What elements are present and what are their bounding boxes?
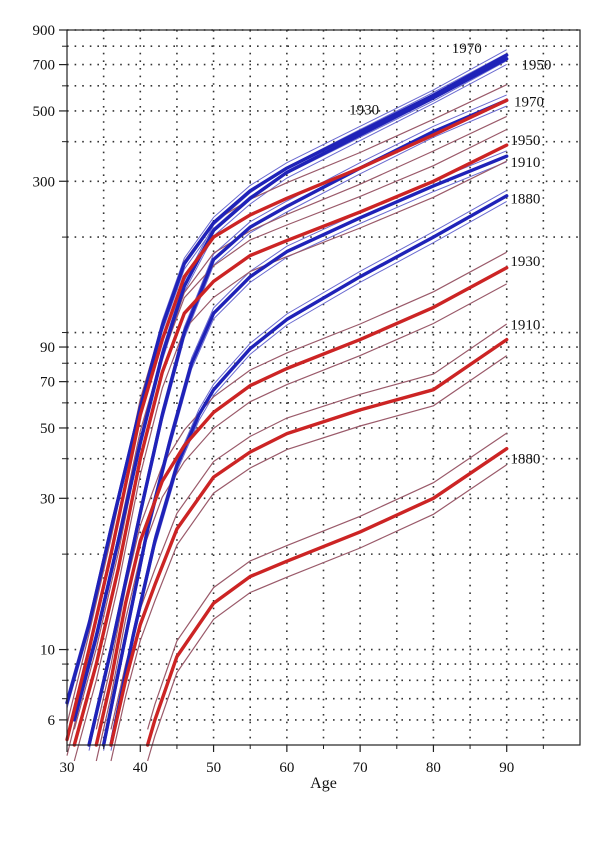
x-tick-label: 70 <box>353 760 368 776</box>
blue-line-1910-upper-band <box>103 150 507 740</box>
red-line-1950-lower-band <box>73 160 507 762</box>
blue-line-1910 <box>101 154 509 747</box>
blue-line-1950 <box>72 57 509 722</box>
y-tick-label: 70 <box>40 375 55 391</box>
red-line-1880-upper-band <box>147 432 508 730</box>
red-line-1950-upper-band <box>73 128 507 730</box>
series-label-1930: 1930 <box>510 254 540 270</box>
ticks: 30 40 50 60 70 80 90 6 10 30 50 70 90 300 500 700 900 <box>33 23 544 776</box>
series-label-1880: 1880 <box>510 452 540 468</box>
y-tick-label: 700 <box>33 58 56 74</box>
y-tick-label: 500 <box>33 104 56 120</box>
red-line-1970 <box>65 98 509 742</box>
y-tick-label: 50 <box>40 421 55 437</box>
blue-line-1930 <box>87 98 509 747</box>
blue-line-1910-lower-band <box>103 161 507 751</box>
series-labels: 1970 1950 1930 1970 1950 1910 1880 1930 1910 1880 <box>349 41 551 468</box>
y-tick-label: 90 <box>40 340 55 356</box>
y-tick-label: 6 <box>48 713 56 729</box>
y-tick-label: 900 <box>33 23 56 39</box>
blue-line-1970 <box>65 53 509 705</box>
x-tick-label: 80 <box>426 760 441 776</box>
series-label-1970: 1970 <box>452 41 482 57</box>
red-line-1910-lower-band <box>110 355 508 762</box>
y-tick-label: 30 <box>40 491 55 507</box>
red-line-1910 <box>109 337 509 747</box>
series-label-1930: 1930 <box>349 103 379 119</box>
red-line-1930-lower-band <box>95 283 507 762</box>
x-tick-label: 30 <box>60 760 75 776</box>
series-label-1910: 1910 <box>510 155 540 171</box>
y-tick-label: 300 <box>33 174 56 190</box>
red-line-1880 <box>145 447 509 747</box>
series-label-1970: 1970 <box>514 95 544 111</box>
series-label-1950: 1950 <box>510 133 540 149</box>
series-label-1880: 1880 <box>510 191 540 207</box>
red-line-1880-lower-band <box>147 464 508 762</box>
red-line-1930 <box>94 266 509 747</box>
y-tick-label: 10 <box>40 643 55 659</box>
blue-line-1880 <box>109 194 509 747</box>
series-lines <box>65 53 509 747</box>
series-label-1910: 1910 <box>510 318 540 334</box>
x-axis-label: Age <box>310 775 337 792</box>
red-line-1950 <box>72 143 509 747</box>
x-tick-label: 90 <box>499 760 514 776</box>
x-tick-label: 40 <box>133 760 148 776</box>
x-tick-label: 50 <box>206 760 221 776</box>
series-label-1950: 1950 <box>521 58 551 74</box>
x-tick-label: 60 <box>279 760 294 776</box>
